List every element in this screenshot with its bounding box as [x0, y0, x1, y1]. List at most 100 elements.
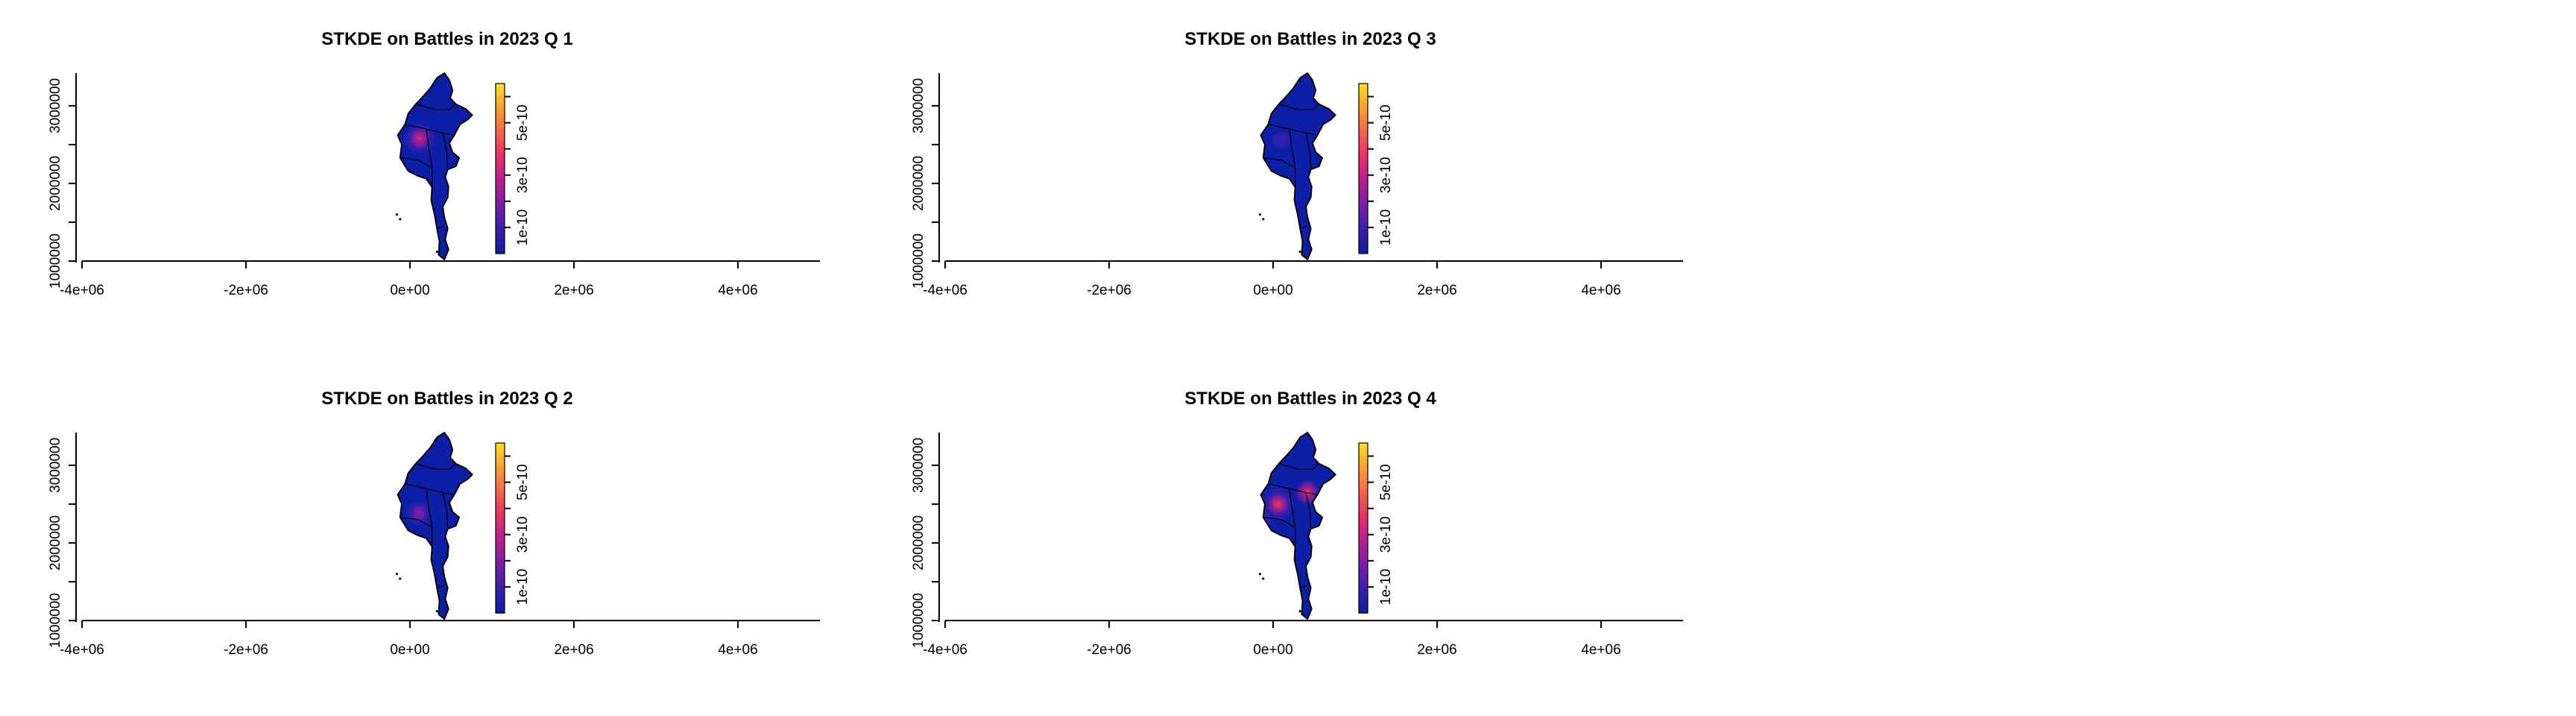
y-tick-label: 1000000 [911, 233, 926, 289]
x-tick-label: -2e+06 [224, 283, 268, 298]
island-dot [435, 250, 438, 254]
island-dot [395, 213, 399, 216]
x-tick-label: 2e+06 [1417, 642, 1456, 658]
country-outline [397, 72, 473, 260]
country-outline [1260, 72, 1336, 260]
x-tick-label: -2e+06 [1087, 642, 1131, 658]
y-tick-label: 2000000 [48, 515, 63, 571]
island-dot [1258, 572, 1261, 576]
island-dot [395, 572, 399, 576]
chart-title: STKDE on Battles in 2023 Q 4 [1184, 389, 1436, 409]
colorbar [1358, 442, 1368, 614]
region-border [1278, 104, 1320, 110]
region-border [437, 585, 445, 588]
region-border [1278, 463, 1320, 470]
colorbar [495, 442, 505, 614]
region-border [1268, 124, 1318, 136]
chart-panel-1: STKDE on Battles in 2023 Q 1 -4e+06 -2e+06… [48, 29, 820, 298]
region-border [1263, 516, 1296, 528]
x-tick-label: 0e+00 [1253, 642, 1292, 658]
colorbar-tick-label: 1e-10 [515, 210, 531, 246]
region-border [1305, 492, 1312, 530]
y-tick-label: 3000000 [911, 438, 926, 493]
map-region [397, 73, 473, 260]
region-border [442, 492, 449, 530]
region-border [405, 124, 455, 136]
x-tick-label: 4e+06 [718, 283, 757, 298]
region-border [415, 104, 457, 110]
x-tick-label: -4e+06 [60, 283, 104, 298]
x-tick-label: 4e+06 [1581, 642, 1620, 658]
country-outline [397, 432, 473, 620]
region-border [426, 489, 433, 547]
island-dot [1262, 577, 1265, 580]
colorbar-tick-label: 5e-10 [1378, 464, 1394, 500]
x-tick-label: 0e+00 [390, 642, 429, 658]
colorbar-tick-label: 3e-10 [515, 157, 531, 193]
y-tick-label: 3000000 [911, 78, 926, 134]
y-tick-label: 2000000 [911, 515, 926, 571]
density-layer [402, 497, 435, 530]
region-border [1289, 129, 1296, 188]
colorbar-tick-label: 3e-10 [515, 516, 531, 553]
region-border [415, 463, 457, 470]
region-border [1289, 489, 1296, 547]
colorbar-tick-label: 5e-10 [1378, 104, 1394, 141]
region-border [437, 225, 445, 229]
region-border [1305, 133, 1312, 170]
density-hotspot [402, 497, 435, 530]
x-tick-label: 4e+06 [1581, 283, 1620, 298]
chart-title: STKDE on Battles in 2023 Q 1 [321, 29, 572, 49]
x-tick-label: 2e+06 [554, 283, 593, 298]
colorbar-tick-label: 1e-10 [515, 569, 531, 606]
x-tick-label: 4e+06 [718, 642, 757, 658]
colorbar-tick-label: 5e-10 [515, 464, 531, 500]
map-region [1260, 73, 1336, 260]
colorbar-tick-label: 1e-10 [1378, 569, 1394, 606]
region-border [405, 483, 455, 496]
x-tick-label: -2e+06 [224, 642, 268, 658]
x-tick-label: 0e+00 [1253, 283, 1292, 298]
colorbar-tick-label: 5e-10 [515, 104, 531, 141]
region-border [400, 157, 433, 169]
map-region [397, 433, 473, 619]
colorbar-tick-label: 1e-10 [1378, 210, 1394, 246]
y-tick-label: 1000000 [48, 233, 63, 289]
colorbar-tick-label: 3e-10 [1378, 516, 1394, 553]
colorbar [495, 83, 505, 254]
chart-panel-3: STKDE on Battles in 2023 Q 2 -4e+06 -2e+06… [48, 389, 820, 658]
x-tick-label: -4e+06 [60, 642, 104, 658]
region-border [442, 133, 449, 170]
region-border [1300, 225, 1308, 229]
country-outline [1260, 432, 1336, 620]
x-tick-label: 2e+06 [1417, 283, 1456, 298]
region-border [426, 129, 433, 188]
x-tick-label: -4e+06 [923, 642, 967, 658]
chart-panel-4: STKDE on Battles in 2023 Q 4 -4e+06 -2e+06… [911, 389, 1683, 658]
colorbar [1358, 83, 1368, 254]
island-dot [435, 609, 438, 613]
x-tick-label: 0e+00 [390, 283, 429, 298]
colorbar-tick-label: 3e-10 [1378, 157, 1394, 193]
region-border [1263, 157, 1296, 169]
y-tick-label: 2000000 [911, 156, 926, 211]
island-dot [1258, 213, 1261, 216]
density-hotspot [1266, 125, 1296, 155]
region-border [1268, 483, 1318, 496]
island-dot [1298, 609, 1301, 613]
density-hotspot [402, 122, 437, 155]
map-region [1260, 433, 1336, 619]
y-tick-label: 2000000 [48, 156, 63, 211]
chart-title: STKDE on Battles in 2023 Q 3 [1184, 29, 1436, 49]
island-dot [1298, 250, 1301, 254]
island-dot [1262, 218, 1265, 221]
chart-title: STKDE on Battles in 2023 Q 2 [321, 389, 572, 409]
x-tick-label: -2e+06 [1087, 283, 1131, 298]
y-tick-label: 1000000 [48, 593, 63, 648]
island-dot [399, 577, 402, 580]
chart-panel-2: STKDE on Battles in 2023 Q 3 -4e+06 -2e+06… [911, 29, 1683, 298]
y-tick-label: 3000000 [48, 78, 63, 134]
y-tick-label: 1000000 [911, 593, 926, 648]
y-tick-label: 3000000 [48, 438, 63, 493]
